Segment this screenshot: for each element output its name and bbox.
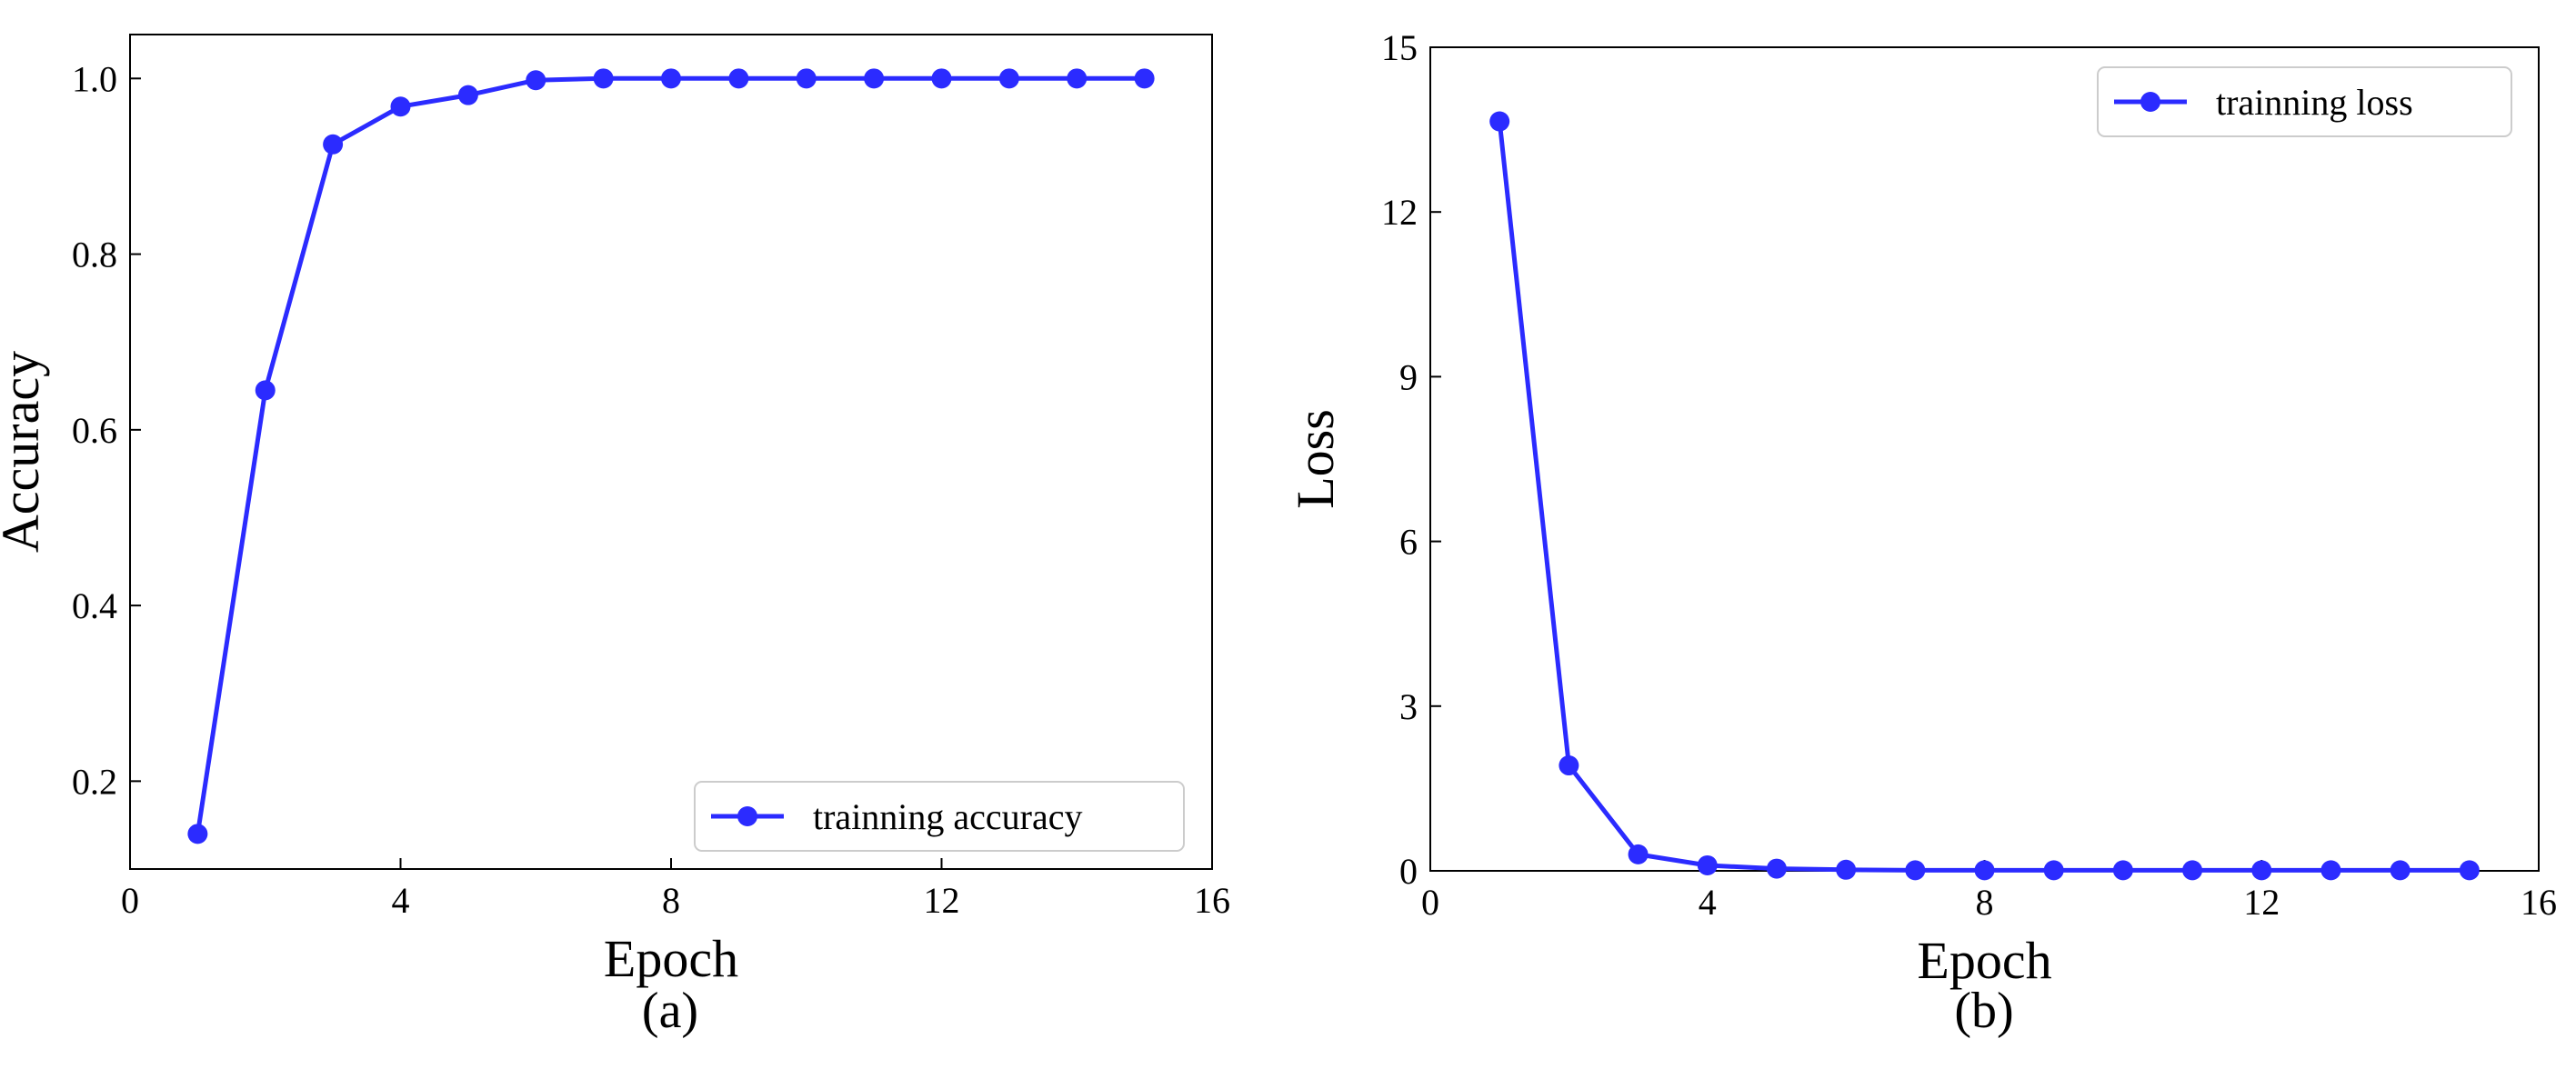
y-tick-label: 0.6 — [72, 410, 117, 451]
data-point — [526, 70, 546, 91]
data-point — [998, 68, 1019, 89]
data-point — [864, 68, 885, 89]
plot-frame — [129, 34, 1213, 870]
y-tick-label: 9 — [1399, 356, 1418, 397]
legend-label: trainning accuracy — [813, 796, 1083, 837]
data-point — [1489, 111, 1510, 132]
x-tick-label: 8 — [662, 880, 680, 921]
data-point — [457, 85, 478, 105]
x-tick-label: 12 — [924, 880, 960, 921]
y-tick-label: 6 — [1399, 522, 1418, 563]
data-point — [323, 134, 344, 155]
accuracy-chart: 0 4 8 12 16 0.2 0.4 0.6 0.8 1.0 Epoch Accuracy (a) tr… — [0, 34, 1230, 1039]
data-point — [2182, 860, 2203, 881]
y-tick-label: 12 — [1381, 192, 1418, 233]
x-tick-label: 4 — [392, 880, 410, 921]
x-axis-label: Epoch — [604, 929, 738, 988]
data-point — [255, 380, 276, 401]
data-point — [2320, 860, 2341, 881]
y-tick-label: 15 — [1381, 27, 1418, 68]
y-tick-label: 0.2 — [72, 761, 117, 802]
data-point — [2390, 860, 2411, 881]
series-line — [1497, 121, 2470, 873]
data-point — [2251, 860, 2272, 881]
data-point — [1697, 854, 1718, 875]
data-point — [796, 68, 817, 89]
data-point — [1628, 844, 1649, 864]
y-tick-label: 0.4 — [72, 585, 117, 626]
y-tick-label: 0 — [1399, 851, 1418, 892]
x-tick-label: 8 — [1976, 882, 1994, 923]
data-point — [661, 68, 681, 89]
y-axis-label: Loss — [1286, 409, 1345, 509]
legend-box — [694, 781, 1185, 852]
data-point — [2459, 860, 2480, 881]
data-point — [1766, 858, 1787, 879]
y-tick-label: 3 — [1399, 686, 1418, 727]
data-point — [931, 68, 952, 89]
x-axis-label: Epoch — [1917, 931, 2051, 990]
y-axis-label: Accuracy — [0, 351, 50, 553]
data-point — [2112, 860, 2133, 881]
plot-frame — [1429, 46, 2540, 872]
x-tick-label: 4 — [1699, 882, 1717, 923]
data-point — [1559, 755, 1579, 776]
x-tick-label: 16 — [1194, 880, 1230, 921]
data-point — [390, 96, 411, 117]
data-point — [728, 68, 749, 89]
data-point — [1836, 859, 1857, 880]
legend-marker — [737, 806, 757, 826]
x-tick-label: 0 — [1421, 882, 1439, 923]
data-point — [1974, 860, 1995, 881]
series-line — [195, 75, 1145, 834]
legend-label: trainning loss — [2216, 82, 2413, 123]
x-tick-label: 16 — [2521, 882, 2557, 923]
data-point — [1067, 68, 1088, 89]
legend-box — [2097, 66, 2512, 137]
x-tick-label: 12 — [2243, 882, 2280, 923]
data-point — [187, 824, 208, 844]
x-tick-label: 0 — [121, 880, 139, 921]
data-point — [593, 68, 614, 89]
y-tick-label: 1.0 — [72, 58, 117, 99]
loss-chart: 0 4 8 12 16 0 3 6 9 12 15 Epoch Loss (b) trainning los… — [1286, 27, 2557, 1039]
y-tick-label: 0.8 — [72, 235, 117, 275]
legend-marker — [2140, 92, 2160, 112]
panel-caption: (a) — [642, 983, 698, 1039]
data-point — [2043, 860, 2064, 881]
data-point — [1905, 860, 1926, 881]
data-point — [1134, 68, 1155, 89]
panel-caption: (b) — [1954, 983, 2013, 1039]
